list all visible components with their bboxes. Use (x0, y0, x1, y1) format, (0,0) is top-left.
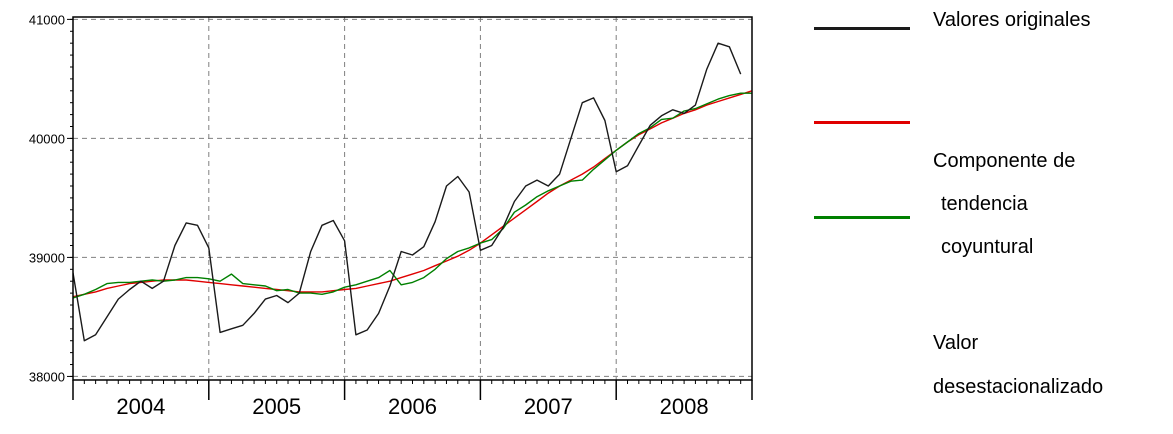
x-tick-label: 2007 (524, 394, 573, 419)
series-line-2 (73, 92, 752, 299)
legend-trend-swatch (814, 121, 910, 124)
legend-original-label: Valores originales (933, 9, 1091, 31)
y-axis: 38000 39000 40000 41000 (29, 12, 73, 384)
legend-trend-label-3: coyuntural (941, 236, 1034, 258)
legend-trend-label-2: tendencia (941, 193, 1028, 215)
x-tick-label: 2004 (116, 394, 165, 419)
grid-lines (73, 17, 752, 380)
y-tick-label: 41000 (29, 12, 65, 27)
y-tick-label: 38000 (29, 369, 65, 384)
x-tick-label: 2008 (660, 394, 709, 419)
series-line-1 (73, 90, 752, 298)
y-tick-label: 39000 (29, 250, 65, 265)
x-tick-label: 2005 (252, 394, 301, 419)
legend-seasonal-label-1: Valor (933, 332, 979, 354)
legend-trend-label-1: Componente de (933, 150, 1076, 172)
plot-frame (72, 16, 753, 381)
series-group (73, 42, 752, 342)
y-tick-label: 40000 (29, 131, 65, 146)
series-line-0 (73, 42, 742, 342)
legend-seasonal-label-2: desestacionalizado (933, 376, 1104, 398)
legend-seasonal-swatch (814, 216, 910, 219)
legend-original-swatch (814, 27, 910, 30)
x-tick-label: 2006 (388, 394, 437, 419)
x-axis: 2004 2005 2006 2007 2008 (72, 380, 753, 419)
